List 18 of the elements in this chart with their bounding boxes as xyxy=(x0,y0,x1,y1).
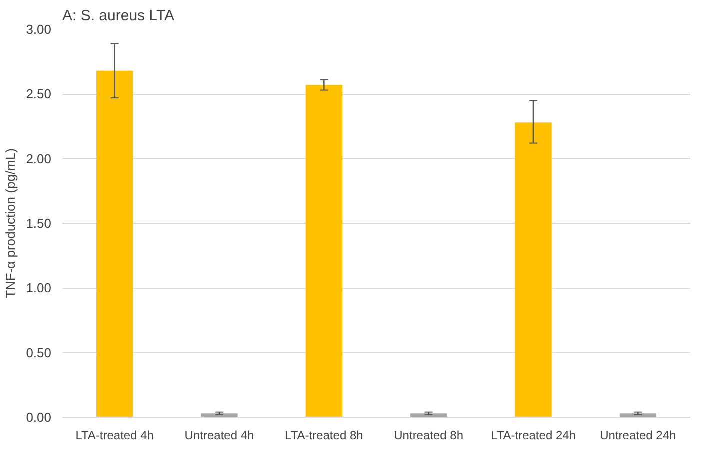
y-tick-label: 2.50 xyxy=(26,86,52,102)
bar xyxy=(515,122,552,418)
y-tick-label: 3.00 xyxy=(26,22,52,37)
x-tick-label: LTA-treated 24h xyxy=(491,428,576,442)
y-tick-label: 1.50 xyxy=(26,216,52,231)
x-tick-label: Untreated 4h xyxy=(184,428,254,442)
x-tick-label: LTA-treated 4h xyxy=(76,428,154,442)
y-axis-title: TNF-α production (pg/mL) xyxy=(3,148,18,298)
x-tick-label: Untreated 24h xyxy=(600,428,676,442)
x-tick-label: LTA-treated 8h xyxy=(285,428,364,442)
chart-title: A: S. aureus LTA xyxy=(62,8,174,24)
y-tick-label: 0.50 xyxy=(26,345,52,360)
x-tick-label: Untreated 8h xyxy=(394,428,464,442)
y-tick-label: 0.00 xyxy=(26,410,52,425)
y-tick-label: 2.00 xyxy=(26,151,52,166)
bar xyxy=(306,85,342,418)
bar xyxy=(96,70,134,418)
y-tick-label: 1.00 xyxy=(26,280,52,296)
